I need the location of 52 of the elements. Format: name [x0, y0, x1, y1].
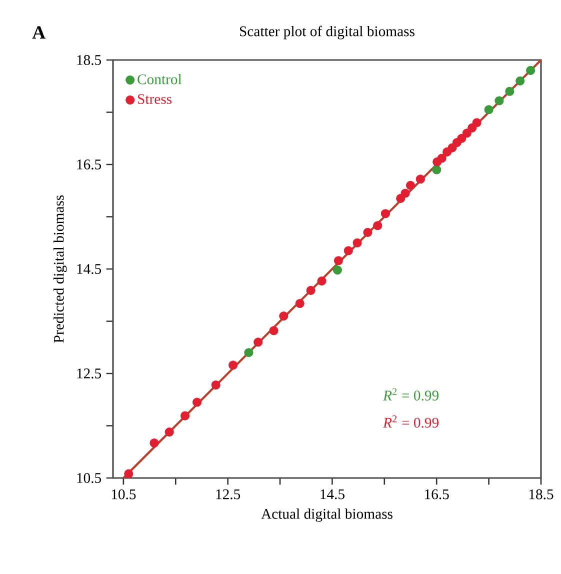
- point: [406, 180, 416, 190]
- point: [494, 96, 504, 106]
- point: [432, 165, 442, 174]
- y-tick-label: 14.5: [77, 264, 102, 274]
- point: [457, 134, 466, 143]
- point: [526, 66, 536, 75]
- x-tick-label: 10.5: [112, 489, 136, 500]
- point: [437, 154, 446, 163]
- point: [211, 380, 220, 390]
- point: [380, 209, 390, 218]
- point: [228, 360, 238, 370]
- legend-label: Stress: [138, 94, 172, 104]
- chart-title: Scatter plot of digital biomass: [240, 26, 414, 40]
- point: [269, 326, 278, 336]
- point: [352, 238, 362, 248]
- point: [306, 286, 316, 295]
- point: [295, 298, 304, 308]
- point: [344, 246, 353, 256]
- point: [317, 276, 326, 286]
- point: [416, 174, 425, 184]
- point: [192, 398, 202, 407]
- x-axis-title: Actual digital biomass: [261, 508, 392, 522]
- x-tick-label: 14.5: [320, 489, 344, 500]
- legend-label: Control: [138, 74, 182, 84]
- point: [472, 118, 482, 128]
- x-tick-label: 12.5: [216, 489, 240, 500]
- y-tick-label: 18.5: [77, 55, 102, 65]
- text: A: [32, 26, 46, 39]
- point: [279, 311, 288, 321]
- y-tick-label: 16.5: [77, 160, 102, 170]
- x-tick-label: 18.5: [529, 489, 554, 500]
- point: [505, 86, 514, 96]
- annotation: R$^{2}$ = 0.99: [382, 388, 438, 401]
- point: [254, 338, 263, 347]
- annotation: R$^{2}$ = 0.99: [382, 415, 438, 428]
- point: [150, 438, 159, 448]
- point: [373, 221, 382, 230]
- point: [332, 266, 342, 275]
- point: [363, 228, 372, 237]
- point: [516, 76, 525, 86]
- y-tick-label: 12.5: [77, 368, 102, 378]
- point: [334, 256, 344, 266]
- point: [400, 188, 410, 198]
- point: [164, 427, 174, 437]
- x-tick-label: 16.5: [425, 489, 449, 500]
- point: [244, 348, 254, 358]
- y-axis-title: Predicted digital biomass: [53, 195, 67, 343]
- point: [462, 128, 472, 138]
- point: [124, 469, 134, 478]
- point: [484, 105, 494, 114]
- y-tick-label: 10.5: [77, 473, 102, 483]
- point: [180, 411, 190, 420]
